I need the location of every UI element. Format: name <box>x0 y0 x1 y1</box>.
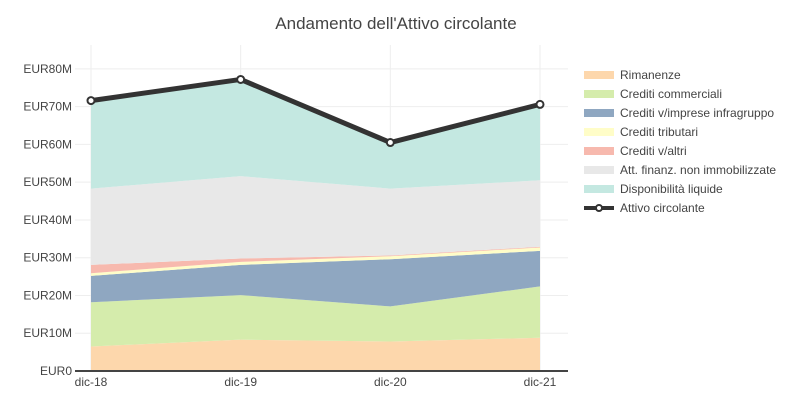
legend-item[interactable]: Crediti v/altri <box>584 144 687 158</box>
legend-swatch <box>584 90 614 98</box>
legend-swatch <box>584 185 614 193</box>
legend-item[interactable]: Crediti tributari <box>584 125 698 139</box>
axis-layer: EUR0 EUR10M EUR20M EUR30M EUR40M EUR50M EUR60M… <box>23 62 568 389</box>
legend-item[interactable]: Disponibilità liquide <box>584 182 723 196</box>
legend-swatch <box>584 128 614 136</box>
legend-swatch <box>584 109 614 117</box>
area-layer <box>91 79 540 371</box>
area-series-rimanenze[interactable] <box>91 337 540 371</box>
y-tick-label: EUR0 <box>40 364 72 378</box>
legend-swatch <box>584 71 614 79</box>
line-point[interactable] <box>385 138 395 148</box>
legend-item[interactable]: Att. finanz. non immobilizzate <box>584 163 776 177</box>
legend-label: Crediti tributari <box>620 125 698 139</box>
legend-label: Disponibilità liquide <box>620 182 723 196</box>
y-tick-label: EUR70M <box>23 100 72 114</box>
area-series-crediti-commerciali[interactable] <box>91 286 540 347</box>
y-tick-label: EUR10M <box>23 326 72 340</box>
legend-label: Att. finanz. non immobilizzate <box>620 163 776 177</box>
area-series-crediti-tributari[interactable] <box>91 247 540 276</box>
area-series-att-finanz-non-immobilizzate[interactable] <box>91 176 540 265</box>
chart-title: Andamento dell'Attivo circolante <box>275 14 516 33</box>
legend-item[interactable]: Crediti v/imprese infragruppo <box>584 106 774 120</box>
y-tick-label: EUR80M <box>23 62 72 76</box>
legend-marker <box>595 204 603 212</box>
y-tick-label: EUR20M <box>23 288 72 302</box>
line-layer <box>86 74 545 148</box>
legend-swatch <box>584 166 614 174</box>
legend-item[interactable]: Crediti commerciali <box>584 87 722 101</box>
area-series-crediti-v-imprese-infragruppo[interactable] <box>91 250 540 307</box>
x-tick-label: dic-18 <box>75 375 108 389</box>
line-series-attivo-circolante[interactable] <box>90 76 541 146</box>
legend-label: Crediti v/imprese infragruppo <box>620 106 774 120</box>
legend[interactable]: Rimanenze Crediti commerciali Crediti v/im… <box>584 68 776 215</box>
y-tick-label: EUR60M <box>23 137 72 151</box>
line-point[interactable] <box>236 74 246 84</box>
y-tick-label: EUR40M <box>23 213 72 227</box>
legend-item[interactable]: Rimanenze <box>584 68 681 82</box>
area-series-disponibilit-liquide[interactable] <box>91 79 540 189</box>
y-tick-label: EUR50M <box>23 175 72 189</box>
line-point[interactable] <box>86 96 96 106</box>
area-series-crediti-v-altri[interactable] <box>91 246 540 274</box>
legend-label: Crediti v/altri <box>620 144 687 158</box>
legend-swatch <box>584 147 614 155</box>
legend-label: Attivo circolante <box>620 201 705 215</box>
x-tick-label: dic-19 <box>224 375 257 389</box>
legend-label: Rimanenze <box>620 68 681 82</box>
y-tick-label: EUR30M <box>23 251 72 265</box>
x-tick-label: dic-21 <box>524 375 557 389</box>
x-tick-label: dic-20 <box>374 375 407 389</box>
line-point[interactable] <box>535 99 545 109</box>
legend-label: Crediti commerciali <box>620 87 722 101</box>
legend-item[interactable]: Attivo circolante <box>584 201 705 215</box>
